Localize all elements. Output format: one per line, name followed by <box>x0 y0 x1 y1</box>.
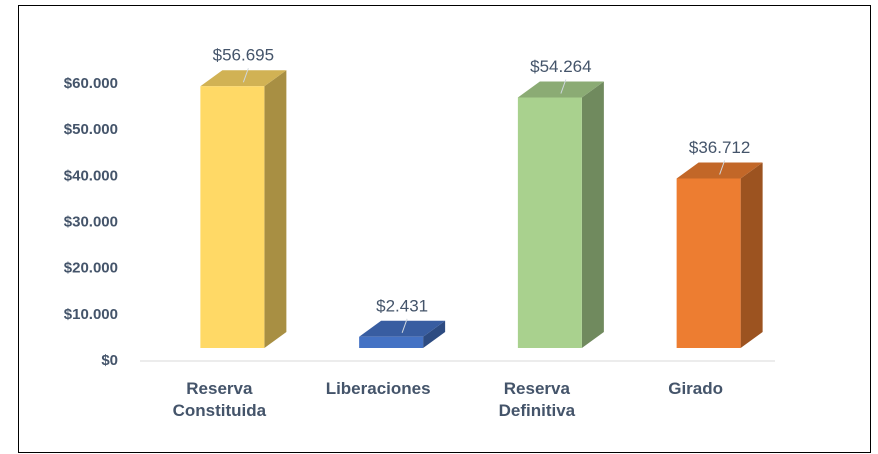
bar-front <box>676 178 741 348</box>
bar-front <box>517 97 582 348</box>
y-tick-label: $10.000 <box>64 306 118 323</box>
bar-front <box>200 86 265 348</box>
leader-line <box>401 318 408 333</box>
bar-side <box>740 162 763 348</box>
value-label: $56.695 <box>213 46 274 65</box>
bar-top <box>517 81 604 98</box>
leader-line <box>242 68 249 83</box>
x-tick-label: Liberaciones <box>325 379 431 398</box>
bar <box>200 70 287 348</box>
x-tick-label: Girado <box>668 379 724 398</box>
bar-top <box>676 162 763 179</box>
bar-top <box>359 320 446 337</box>
bar-side <box>423 320 446 348</box>
bar-side <box>264 70 287 348</box>
y-tick-label: $50.000 <box>64 121 118 138</box>
value-label: $36.712 <box>689 138 750 157</box>
chart-border <box>18 5 871 453</box>
y-tick-label: $30.000 <box>64 213 118 230</box>
bar <box>517 81 604 348</box>
value-label: $2.431 <box>376 296 428 315</box>
x-tick-label: Reserva Constituida <box>172 379 267 420</box>
value-label: $54.264 <box>530 57 591 76</box>
bar <box>676 162 763 348</box>
bar <box>359 320 446 348</box>
bar-front <box>359 336 424 348</box>
x-tick-label: Reserva Definitiva <box>498 379 576 420</box>
bar-top <box>200 70 287 87</box>
leader-line <box>560 79 567 94</box>
y-tick-label: $20.000 <box>64 260 118 277</box>
y-tick-label: $0 <box>101 352 118 369</box>
bar-side <box>581 81 604 348</box>
y-tick-label: $40.000 <box>64 167 118 184</box>
leader-line <box>719 160 726 175</box>
y-tick-label: $60.000 <box>64 75 118 92</box>
